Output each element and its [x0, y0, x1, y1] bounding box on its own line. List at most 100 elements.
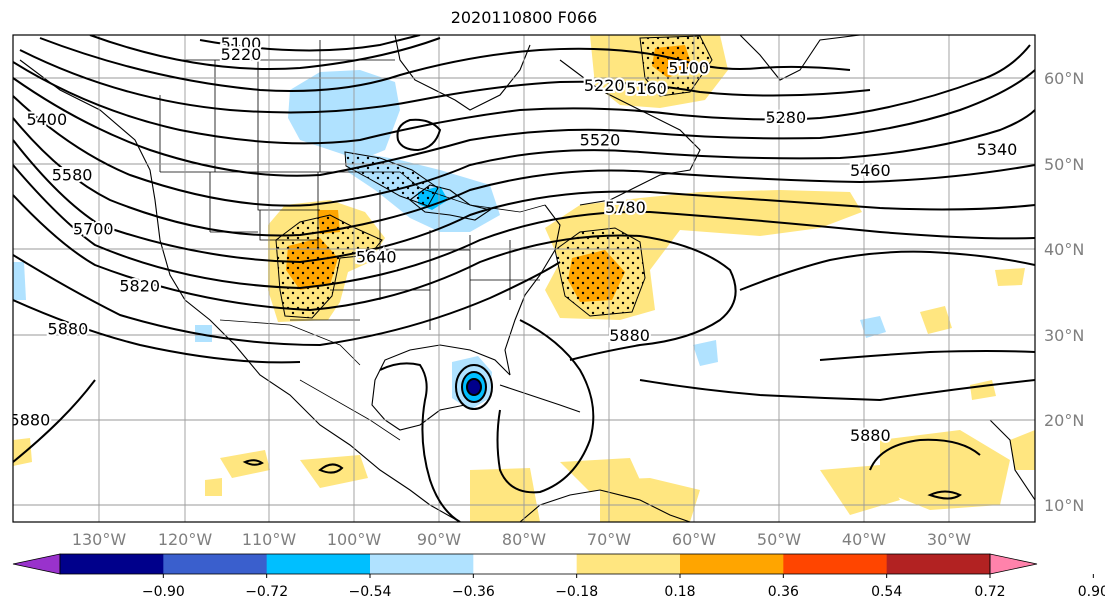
colorbar-tick-label: 0.90	[1078, 584, 1105, 600]
colorbar-tick-label: 0.18	[664, 584, 695, 600]
anomaly-negative-region	[693, 340, 718, 366]
lon-label: 40°W	[842, 530, 886, 549]
height-contours	[13, 35, 1035, 522]
colorbar-tick-label: −0.54	[349, 584, 392, 600]
coast-great-lakes	[409, 184, 492, 221]
coast-cuba	[499, 384, 581, 413]
lon-label: 130°W	[72, 530, 127, 549]
stipple-region	[275, 214, 383, 319]
lon-label: 100°W	[327, 530, 382, 549]
contour-line	[13, 299, 301, 364]
stipple-region	[554, 227, 646, 317]
lat-label: 10°N	[1044, 496, 1084, 515]
lon-label: 60°W	[672, 530, 716, 549]
contour-line	[13, 379, 96, 463]
colorbar-extend-low	[12, 553, 61, 575]
colorbar-tick-label: −0.72	[245, 584, 288, 600]
colorbar-segment	[783, 554, 888, 574]
contour-line	[639, 379, 1035, 402]
colorbar-segment	[163, 554, 268, 574]
contour-label: 5640	[356, 248, 397, 267]
colorbar-tick-label: 0.54	[871, 584, 902, 600]
border-canada-provinces	[159, 40, 395, 172]
colorbar-extend-high	[989, 553, 1038, 575]
anomaly-positive-region	[880, 430, 1010, 510]
contour-label: 5160	[626, 79, 667, 98]
lon-label: 50°W	[757, 530, 801, 549]
contour-line	[13, 139, 1035, 264]
contour-line	[739, 250, 1035, 291]
lat-label: 30°N	[1044, 326, 1084, 345]
colorbar-tick-label: −0.18	[555, 584, 598, 600]
contour-label: 5880	[48, 319, 89, 338]
contour-line	[89, 35, 441, 71]
contour-line	[39, 37, 851, 92]
colorbar-segment	[60, 554, 164, 574]
map-frame	[12, 34, 1036, 523]
lon-label: 90°W	[417, 530, 461, 549]
lon-label: 70°W	[587, 530, 631, 549]
contour-label: 5580	[52, 166, 93, 185]
contour-line	[927, 490, 962, 500]
coast-greenland	[739, 35, 861, 81]
map-body: 5100522051005160522052805340540054605520…	[10, 34, 1035, 522]
contour-label: 5880	[850, 426, 891, 445]
contour-label: 5100	[668, 59, 709, 78]
vortex-core	[466, 378, 482, 396]
coastlines	[19, 35, 1035, 522]
contour-label: 5220	[584, 76, 625, 95]
contour-line	[496, 319, 595, 494]
lon-label: 110°W	[242, 530, 297, 549]
contour-line	[13, 69, 1035, 177]
anomaly-positive-region	[600, 478, 700, 522]
contour-line	[13, 117, 1035, 237]
anomaly-positive-region	[920, 306, 952, 334]
colorbar-tick-label: −0.36	[452, 584, 495, 600]
contour-label: 5280	[765, 108, 806, 127]
contour-line	[318, 463, 344, 474]
contour-label: 5820	[119, 277, 160, 296]
contour-line	[819, 350, 1035, 361]
anomaly-negative-region	[195, 325, 212, 342]
contour-label: 5400	[26, 110, 67, 129]
contour-label: 5100	[221, 34, 262, 53]
colorbar-segment	[370, 554, 474, 574]
contour-label: 5780	[605, 198, 646, 217]
colorbar-segment	[266, 554, 371, 574]
colorbar-frame	[59, 553, 991, 575]
coast-east-us	[504, 204, 561, 376]
contour-label: 5700	[73, 219, 114, 238]
colorbar: −0.90 −0.72 −0.54 −0.36 −0.18 0.18 0.36 0.54 0.7…	[12, 553, 1105, 600]
contour-label: 5880	[10, 411, 51, 430]
colorbar-tick-label: −0.90	[142, 584, 185, 600]
colorbar-segment	[886, 554, 991, 574]
coast-labrador	[559, 59, 701, 206]
lon-label: 120°W	[158, 530, 213, 549]
hurricane-vortex	[455, 364, 493, 410]
contour-label: 5520	[580, 130, 621, 149]
map-title: 2020110800 F066	[450, 8, 598, 27]
anomaly-positive-region	[205, 478, 222, 496]
anomaly-positive-region	[13, 438, 32, 466]
vortex-contour	[455, 364, 493, 410]
latitude-labels: 60°N 50°N 40°N 30°N 20°N 10°N	[1044, 69, 1084, 515]
contour-line	[396, 118, 442, 152]
lat-label: 20°N	[1044, 411, 1084, 430]
anomaly-positive-region	[220, 450, 270, 478]
contour-line	[13, 95, 1035, 207]
lat-label: 40°N	[1044, 240, 1084, 259]
anomaly-negative-region	[860, 316, 886, 338]
contour-label: 5880	[609, 326, 650, 345]
lon-label: 80°W	[502, 530, 546, 549]
longitude-labels: 130°W 120°W 110°W 100°W 90°W 80°W 70°W 6…	[72, 530, 971, 549]
contour-line	[199, 35, 421, 52]
contour-line	[19, 49, 871, 114]
contour-labels: 5100522051005160522052805340540054605520…	[10, 34, 1019, 447]
lon-label: 30°W	[927, 530, 971, 549]
contour-line	[13, 254, 561, 347]
contour-line	[869, 438, 981, 471]
contour-line	[13, 194, 737, 361]
anomaly-positive-region	[995, 268, 1025, 286]
contour-label: 5340	[977, 140, 1018, 159]
